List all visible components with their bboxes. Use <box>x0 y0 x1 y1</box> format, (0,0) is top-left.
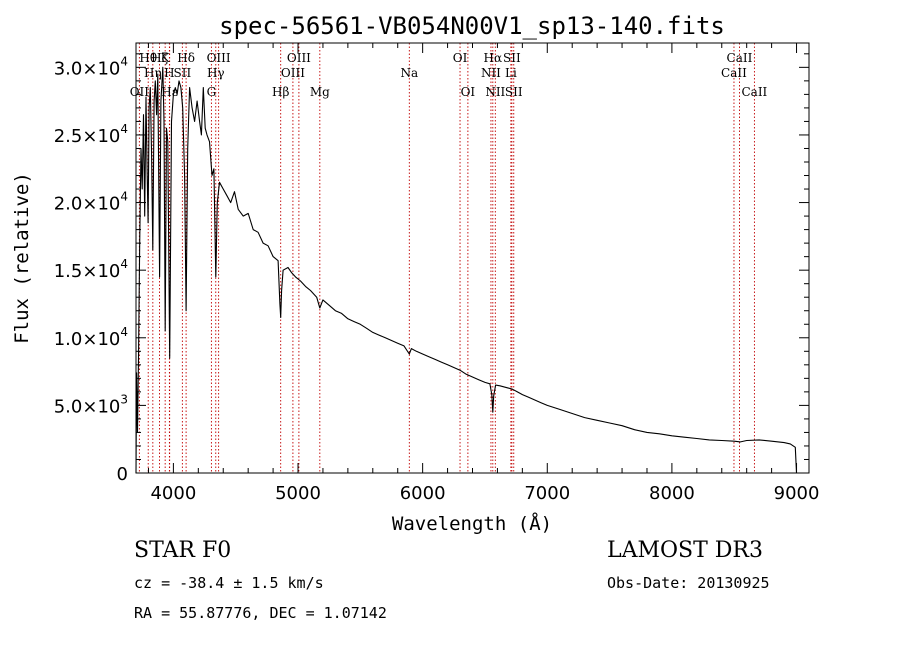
line-label-15: Mg <box>310 85 330 99</box>
y-tick-label-2: 1.0×104 <box>54 325 128 350</box>
y-axis-ticks: 05.0×1031.0×1041.5×1042.0×1042.5×1043.0×… <box>54 53 809 485</box>
spectrum-chart: spec-56561-VB054N00V1_sp13-140.fits OII H… <box>11 12 820 535</box>
y-tick-mantissa: 0 <box>117 464 128 485</box>
y-tick-mantissa: 1.5×10 <box>54 261 121 282</box>
redshift-cz: cz = -38.4 ± 1.5 km/s <box>134 574 324 592</box>
y-tick-mantissa: 3.0×10 <box>54 58 121 79</box>
x-tick-label-1: 5000 <box>275 483 321 504</box>
line-label-10: Hγ <box>207 66 225 80</box>
line-label-26: CaII <box>727 51 753 65</box>
line-label-0: OII <box>130 85 150 99</box>
line-label-16: Na <box>400 66 418 80</box>
x-tick-label-3: 7000 <box>524 483 570 504</box>
line-label-21: NII <box>485 85 505 99</box>
y-tick-mantissa: 5.0×10 <box>54 396 121 417</box>
line-label-22: SII <box>503 51 521 65</box>
x-axis-ticks: 4000 5000 6000 7000 8000 9000 <box>147 43 820 504</box>
line-label-2: Hη <box>144 66 162 80</box>
x-axis-label: Wavelength (Å) <box>392 512 552 535</box>
y-tick-exponent: 4 <box>120 122 128 136</box>
line-label-8: Hδ <box>177 51 195 65</box>
y-tick-mantissa: 1.0×10 <box>54 329 121 350</box>
line-label-3: Hζ <box>151 51 168 65</box>
x-tick-label-2: 6000 <box>400 483 446 504</box>
y-tick-exponent: 4 <box>120 54 128 68</box>
line-label-14: OIII <box>287 51 311 65</box>
line-label-25: CaII <box>721 66 747 80</box>
x-tick-label-0: 4000 <box>150 483 196 504</box>
obs-date: Obs-Date: 20130925 <box>607 574 770 592</box>
line-label-9: G <box>207 85 217 99</box>
line-label-23: Li <box>505 66 517 80</box>
y-tick-exponent: 4 <box>120 190 128 204</box>
x-tick-label-5: 9000 <box>774 483 820 504</box>
line-label-24: SII <box>505 85 523 99</box>
y-tick-label-0: 0 <box>117 464 128 485</box>
y-tick-exponent: 3 <box>120 392 128 406</box>
line-label-27: CaII <box>741 85 767 99</box>
object-class: STAR F0 <box>134 538 232 563</box>
y-tick-label-5: 2.5×104 <box>54 122 128 147</box>
x-tick-label-4: 8000 <box>649 483 695 504</box>
line-label-11: OIII <box>207 51 231 65</box>
survey-name: LAMOST DR3 <box>607 538 763 563</box>
y-tick-exponent: 4 <box>120 257 128 271</box>
line-label-19: NII <box>481 66 501 80</box>
line-label-17: OI <box>453 51 468 65</box>
y-axis-label: Flux (relative) <box>11 172 33 344</box>
y-tick-exponent: 4 <box>120 325 128 339</box>
line-label-12: Hβ <box>272 85 289 99</box>
line-labels: OIIHθHηHζKHHεSIIHδGHγOIIIHβOIIIOIIIMgNaO… <box>130 51 768 99</box>
line-label-5: H <box>164 66 174 80</box>
line-label-20: Hα <box>484 51 503 65</box>
y-tick-label-1: 5.0×103 <box>54 392 128 417</box>
y-tick-label-4: 2.0×104 <box>54 190 128 215</box>
flux-series-line <box>135 66 798 474</box>
chart-title: spec-56561-VB054N00V1_sp13-140.fits <box>219 12 725 40</box>
ra-dec: RA = 55.87776, DEC = 1.07142 <box>134 604 387 622</box>
line-label-4: K <box>161 51 171 65</box>
y-tick-mantissa: 2.0×10 <box>54 194 121 215</box>
line-markers <box>138 43 755 473</box>
line-label-13: OIII <box>281 66 305 80</box>
line-label-1: Hθ <box>139 51 157 65</box>
plot-frame <box>135 42 810 474</box>
line-label-7: SII <box>174 66 192 80</box>
y-tick-mantissa: 2.5×10 <box>54 126 121 147</box>
y-tick-label-6: 3.0×104 <box>54 54 128 79</box>
line-label-18: OI <box>461 85 476 99</box>
y-tick-label-3: 1.5×104 <box>54 257 128 282</box>
